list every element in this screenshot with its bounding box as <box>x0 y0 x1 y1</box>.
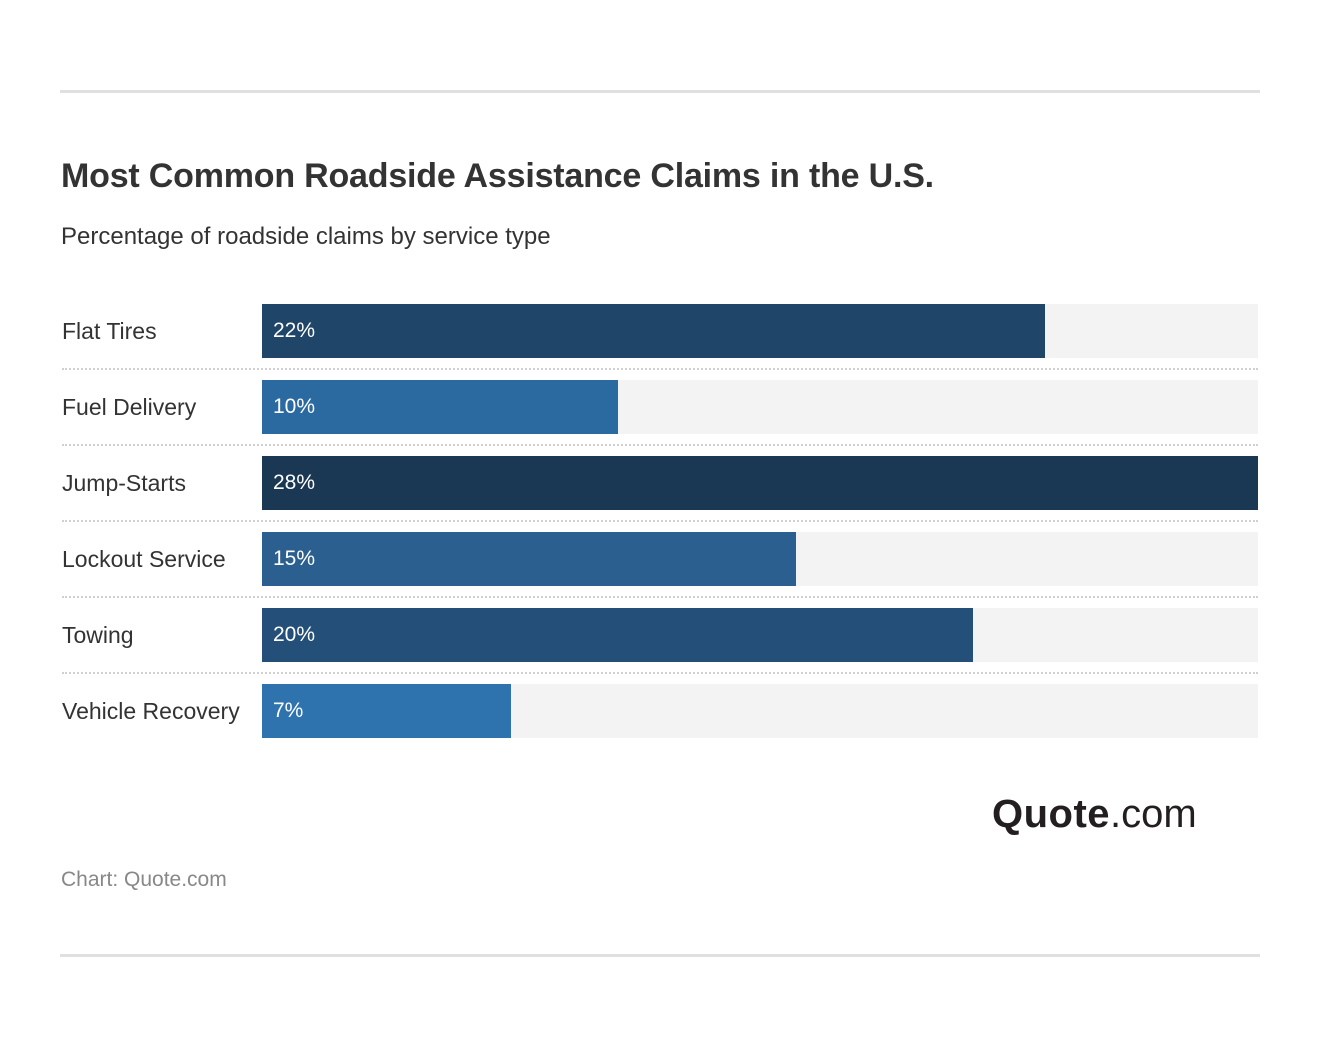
value-label: 28% <box>273 471 316 494</box>
category-label: Fuel Delivery <box>62 394 197 420</box>
bar-track: 28% <box>262 456 1258 510</box>
bar <box>262 456 1258 510</box>
value-label: 10% <box>273 395 316 418</box>
bar-row: Lockout Service 15% <box>62 532 1258 586</box>
category-label: Towing <box>62 622 134 648</box>
bar-row: Fuel Delivery 10% <box>62 380 1258 434</box>
category-label: Lockout Service <box>62 546 226 572</box>
logo-bold-text: Quote <box>992 792 1111 836</box>
bar-track: 20% <box>262 608 1258 662</box>
category-label: Jump-Starts <box>62 470 186 496</box>
bar-row: Vehicle Recovery 7% <box>62 684 1258 738</box>
value-label: 22% <box>273 319 316 342</box>
bottom-rule <box>60 954 1260 957</box>
chart-title: Most Common Roadside Assistance Claims i… <box>61 157 934 195</box>
chart-source: Chart: Quote.com <box>61 868 227 891</box>
row-separator <box>62 672 1258 674</box>
value-label: 20% <box>273 623 316 646</box>
chart-subtitle: Percentage of roadside claims by service… <box>61 223 551 250</box>
bar-track: 7% <box>262 684 1258 738</box>
row-separator <box>62 596 1258 598</box>
category-label: Vehicle Recovery <box>62 698 240 724</box>
bar <box>262 304 1045 358</box>
bar-track: 22% <box>262 304 1258 358</box>
bar-track: 15% <box>262 532 1258 586</box>
row-separator <box>62 444 1258 446</box>
bar <box>262 532 796 586</box>
quote-logo: Quote.com <box>992 792 1197 837</box>
category-label: Flat Tires <box>62 318 157 344</box>
bar-row: Towing 20% <box>62 608 1258 662</box>
bar-row: Flat Tires 22% <box>62 304 1258 358</box>
bar-track: 10% <box>262 380 1258 434</box>
top-rule <box>60 90 1260 93</box>
bar-row: Jump-Starts 28% <box>62 456 1258 510</box>
row-separator <box>62 368 1258 370</box>
logo-light-text: .com <box>1110 792 1197 836</box>
bar <box>262 380 618 434</box>
value-label: 7% <box>273 699 304 722</box>
value-label: 15% <box>273 547 316 570</box>
bar <box>262 608 974 662</box>
row-separator <box>62 520 1258 522</box>
bar <box>262 684 511 738</box>
